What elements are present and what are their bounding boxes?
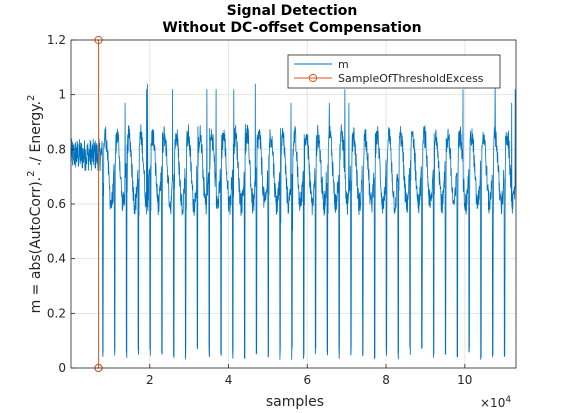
legend-label-threshold: SampleOfThresholdExcess bbox=[338, 72, 484, 85]
y-tick-label-0: 0 bbox=[58, 361, 66, 375]
x-tick-label-2: 6 bbox=[303, 373, 311, 387]
x-tick-label-0: 2 bbox=[146, 373, 154, 387]
plot-area bbox=[70, 35, 517, 373]
y-tick-label-3: 0.6 bbox=[47, 197, 66, 211]
series-m-line bbox=[70, 83, 517, 360]
y-tick-label-1: 0.2 bbox=[47, 306, 66, 320]
series-m-polyline bbox=[70, 83, 517, 360]
x-axis-ticks: 2 4 6 8 10 bbox=[146, 364, 472, 387]
legend-marker-threshold bbox=[308, 73, 318, 83]
chart-title-line-2: Without DC-offset Compensation bbox=[162, 20, 421, 36]
y-tick-label-4: 0.8 bbox=[47, 142, 66, 156]
y-axis-label: m = abs(AutoCorr).2 ./ Energy.2 bbox=[26, 95, 44, 314]
x-tick-label-1: 4 bbox=[225, 373, 233, 387]
legend-box bbox=[287, 54, 501, 89]
legend: m SampleOfThresholdExcess bbox=[287, 54, 501, 89]
x-tick-label-3: 8 bbox=[382, 373, 390, 387]
y-tick-label-6: 1.2 bbox=[47, 33, 66, 47]
y-tick-label-2: 0.4 bbox=[47, 252, 66, 266]
x-axis-label: samples bbox=[266, 394, 324, 410]
chart-title-line-1: Signal Detection bbox=[227, 3, 358, 19]
y-axis-ticks: 0 0.2 0.4 0.6 0.8 1 1.2 bbox=[47, 33, 75, 375]
y-tick-label-5: 1 bbox=[58, 88, 66, 102]
legend-label-m: m bbox=[338, 58, 349, 71]
x-tick-label-4: 10 bbox=[457, 373, 472, 387]
x-exponent-label: ×104 bbox=[480, 395, 511, 410]
